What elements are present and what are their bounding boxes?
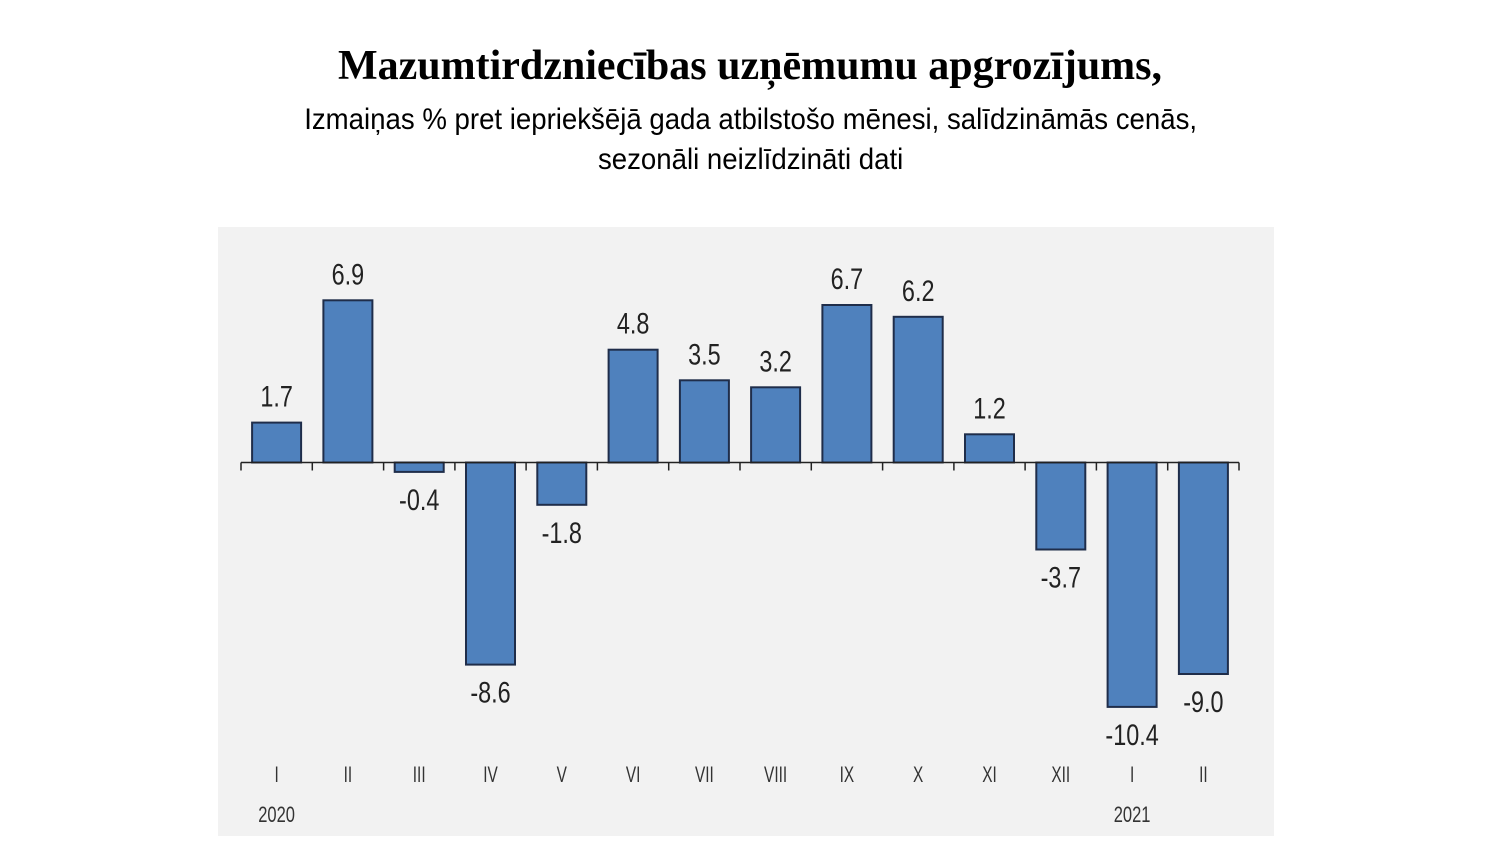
value-label: -0.4 — [399, 483, 439, 516]
value-labels: 1.7 6.9 -0.4 -8.6 -1.8 4.8 3.5 3.2 6.7 6.2 1.2 -3.7… — [260, 258, 1223, 752]
bar — [1177, 461, 1229, 675]
value-label: 1.2 — [973, 392, 1006, 425]
value-label: -8.6 — [470, 676, 510, 709]
bar — [821, 304, 873, 464]
value-label: 3.2 — [759, 345, 792, 378]
value-label: -9.0 — [1183, 685, 1223, 718]
chart-title: Mazumtirdzniecības uzņēmumu apgrozījums, — [337, 43, 1163, 89]
category-label: III — [413, 763, 426, 787]
bar — [1106, 461, 1158, 708]
bar — [964, 433, 1015, 464]
bar — [750, 386, 802, 464]
value-label: -3.7 — [1041, 561, 1081, 594]
plot-area: 1.7 6.9 -0.4 -8.6 -1.8 4.8 3.5 3.2 6.7 6.2 1.2 -3.7… — [218, 227, 1274, 836]
value-label: 6.7 — [831, 262, 864, 295]
value-label: 1.7 — [260, 380, 293, 413]
category-label: II — [344, 763, 353, 787]
value-label: -10.4 — [1105, 718, 1158, 751]
bar — [536, 461, 588, 506]
category-label: II — [1199, 763, 1208, 787]
bar-chart: 1.7 6.9 -0.4 -8.6 -1.8 4.8 3.5 3.2 6.7 6.2 1.2 -3.7… — [240, 258, 1240, 828]
value-label: 4.8 — [617, 307, 650, 340]
bar — [1035, 461, 1087, 551]
category-label: IX — [840, 763, 855, 787]
bars-group — [251, 299, 1229, 708]
value-label: 3.5 — [688, 338, 721, 371]
category-label: I — [1130, 763, 1134, 787]
category-label: XII — [1051, 763, 1070, 787]
category-label: X — [913, 763, 924, 787]
value-label: 6.2 — [902, 274, 935, 307]
value-label: 6.9 — [332, 258, 365, 291]
bar — [465, 461, 516, 666]
year-label: 2021 — [1114, 803, 1151, 828]
subtitle-line-2: sezonāli neizlīdzināti dati — [597, 143, 904, 176]
category-label: XI — [982, 763, 997, 787]
bar — [892, 315, 944, 464]
subtitle-line-1: Izmaiņas % pret iepriekšējā gada atbilst… — [304, 103, 1198, 136]
category-label: VII — [695, 763, 714, 787]
category-label: V — [557, 763, 568, 787]
x-axis — [240, 461, 1240, 471]
value-label: -1.8 — [542, 516, 582, 549]
category-label: VIII — [764, 763, 787, 787]
bar — [607, 348, 659, 464]
chart-subtitle: Izmaiņas % pret iepriekšējā gada atbilst… — [61, 100, 1441, 180]
bar — [322, 299, 374, 464]
bar — [393, 461, 445, 473]
category-label: IV — [483, 763, 498, 787]
bar — [678, 379, 730, 464]
bar — [251, 421, 303, 464]
category-label: VI — [626, 763, 641, 787]
category-label: I — [274, 763, 278, 787]
year-label: 2020 — [258, 803, 295, 828]
